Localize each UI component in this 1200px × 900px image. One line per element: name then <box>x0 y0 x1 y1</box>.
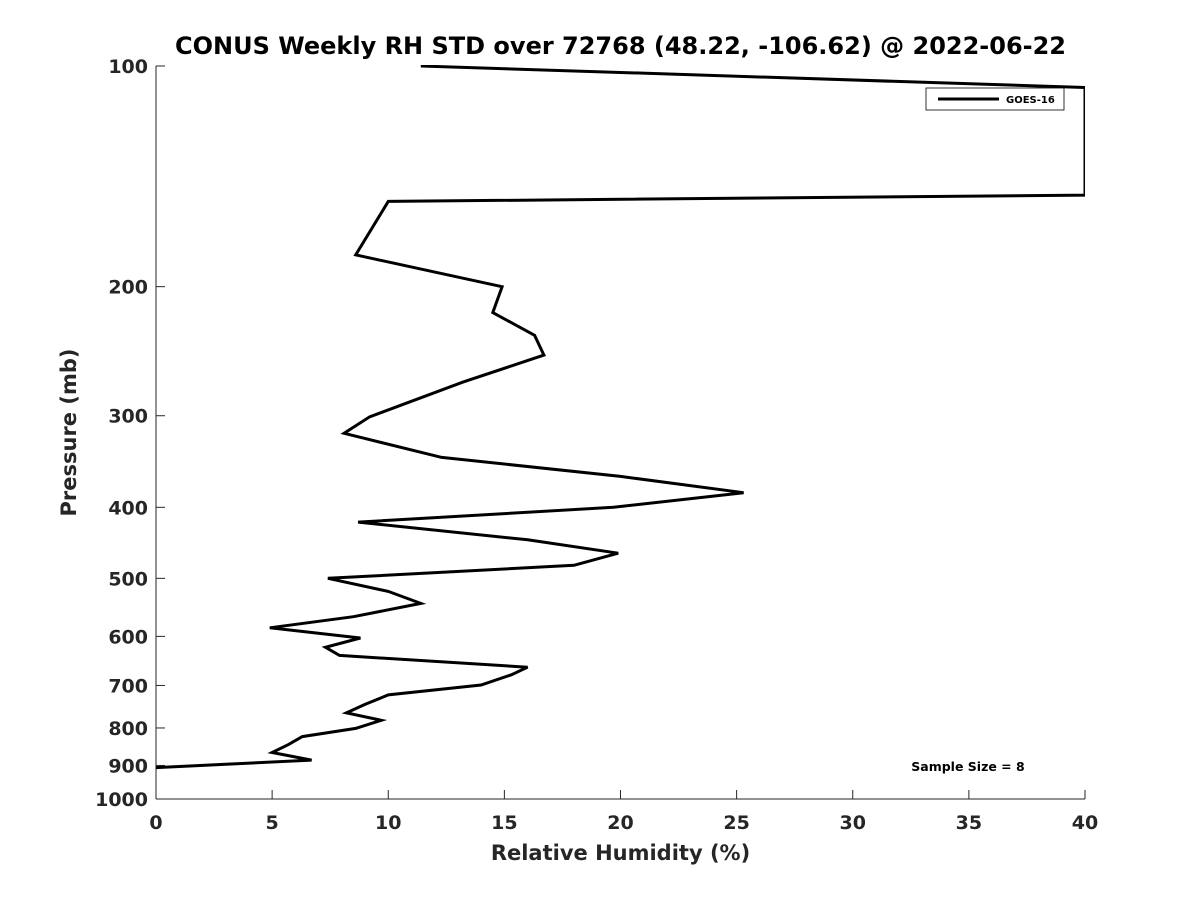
x-tick-label: 20 <box>607 812 633 834</box>
x-axis-label: Relative Humidity (%) <box>491 841 750 865</box>
x-tick-label: 10 <box>375 812 401 834</box>
x-tick-label: 35 <box>956 812 982 834</box>
x-tick-label: 15 <box>491 812 517 834</box>
legend-label-goes-16: GOES-16 <box>1006 95 1055 106</box>
x-tick-label: 30 <box>840 812 866 834</box>
chart-title: CONUS Weekly RH STD over 72768 (48.22, -… <box>175 32 1066 60</box>
y-tick-label: 800 <box>108 718 148 740</box>
y-tick-label: 900 <box>108 755 148 777</box>
y-tick-label: 600 <box>108 626 148 648</box>
x-axis-ticks: 0 5 10 15 20 25 30 35 40 <box>149 790 1098 834</box>
y-tick-label: 300 <box>108 406 148 428</box>
y-tick-label: 100 <box>108 56 148 78</box>
y-tick-label: 200 <box>108 277 148 299</box>
y-axis-label: Pressure (mb) <box>57 349 81 517</box>
sample-size-annotation: Sample Size = 8 <box>911 759 1024 774</box>
y-tick-label: 400 <box>108 497 148 519</box>
x-tick-label: 5 <box>266 812 279 834</box>
x-tick-label: 0 <box>149 812 162 834</box>
series-line-goes-16 <box>156 65 1085 770</box>
x-tick-label: 40 <box>1072 812 1098 834</box>
legend: GOES-16 <box>925 87 1065 111</box>
series-layer <box>156 65 1085 770</box>
y-tick-label: 700 <box>108 675 148 697</box>
y-tick-label: 1000 <box>95 789 148 811</box>
y-tick-label: 500 <box>108 568 148 590</box>
y-axis-ticks: 100 200 300 400 500 600 700 800 900 1000 <box>95 56 165 811</box>
x-tick-label: 25 <box>723 812 749 834</box>
